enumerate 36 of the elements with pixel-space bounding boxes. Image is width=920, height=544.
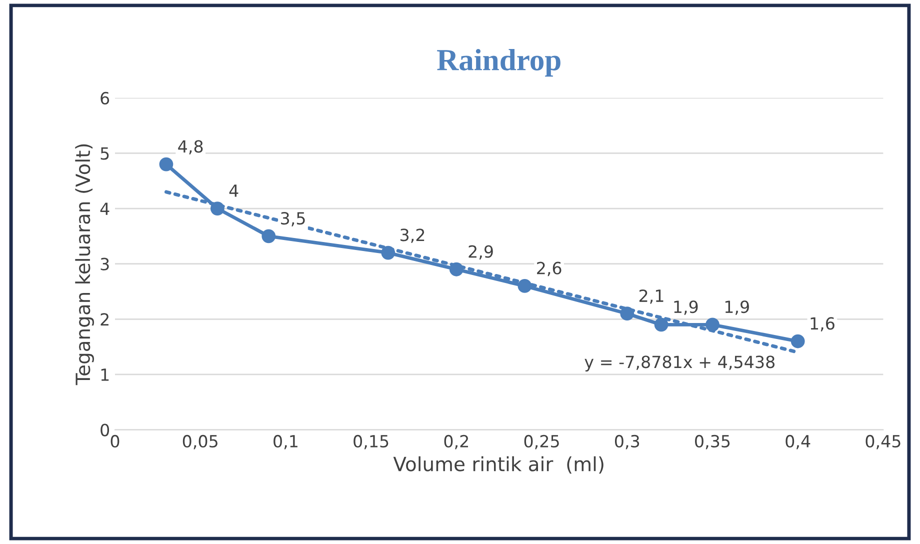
data-label: 4,8: [178, 140, 203, 154]
y-tick-label: 1: [101, 368, 109, 381]
point: [159, 157, 174, 172]
y-axis-title: Tegangan keluaran (Volt): [75, 144, 94, 386]
data-label: 2,1: [639, 289, 664, 304]
y-tick-label: 6: [100, 92, 110, 104]
data-label: 2,9: [468, 245, 493, 260]
x-tick-label: 0,1: [274, 434, 298, 450]
y-tick-label: 0: [100, 424, 110, 436]
point: [706, 318, 720, 332]
data-label: 1,9: [725, 300, 749, 315]
x-tick-label: 0: [110, 434, 120, 448]
y-tick-label: 5: [100, 147, 109, 160]
annotation: y = -7,8781x + 4,5438: [584, 356, 775, 372]
data-label: 1,6: [810, 317, 834, 332]
point: [654, 318, 668, 332]
x-tick-label: 0,2: [444, 434, 468, 450]
x-tick-label: 0,05: [182, 434, 218, 450]
y-tick-label: 4: [100, 202, 110, 215]
x-tick-label: 0,15: [354, 434, 388, 450]
x-tick-label: 0,25: [524, 434, 559, 450]
data-label: 3,5: [281, 212, 305, 226]
point: [262, 229, 276, 244]
data-label: 1,9: [674, 300, 698, 315]
data-label: 4: [229, 184, 238, 197]
x-tick-label: 0,4: [786, 434, 810, 450]
chart-title: Raindrop: [437, 48, 560, 77]
data-label: 2,6: [537, 262, 562, 276]
x-axis-title: Volume rintik air (ml): [393, 456, 604, 474]
point: [790, 334, 805, 348]
x-tick-label: 0,45: [866, 434, 900, 450]
y-tick-label: 2: [100, 313, 108, 326]
y-tick-label: 3: [100, 258, 109, 270]
x-tick-label: 0,3: [614, 434, 640, 450]
data-label: 3,2: [400, 228, 424, 243]
x-tick-label: 0,35: [695, 434, 730, 450]
